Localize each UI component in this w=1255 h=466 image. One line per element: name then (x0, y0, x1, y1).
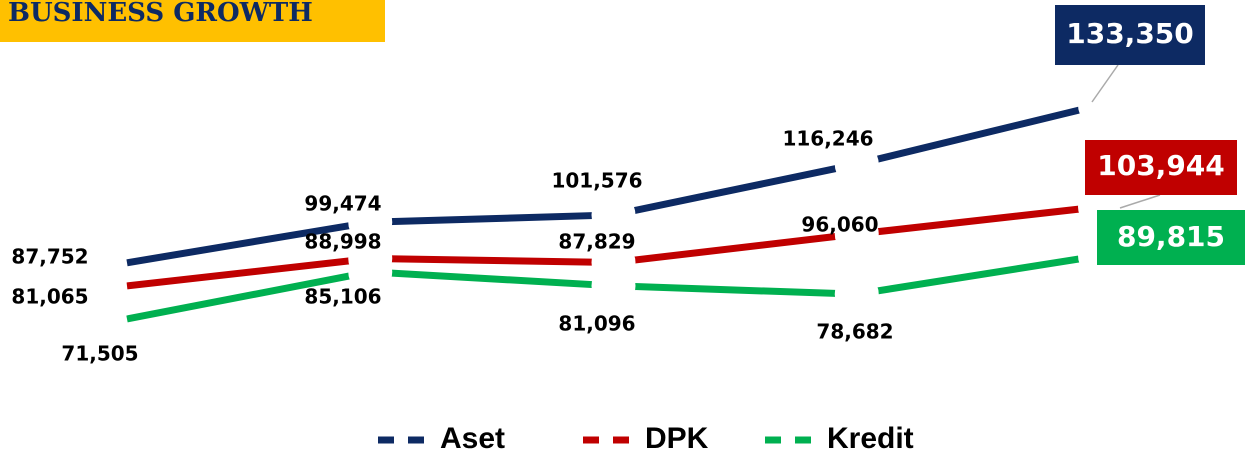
data-label: 103,944 (1097, 149, 1225, 182)
label-box (1085, 140, 1237, 195)
vertex-gap (834, 272, 879, 317)
data-label: 133,350 (1066, 17, 1194, 50)
vertex-gap (834, 142, 879, 187)
data-label: 99,474 (304, 192, 381, 216)
chart-title: BUSINESS GROWTH (8, 0, 313, 28)
data-label: 87,752 (11, 245, 88, 269)
data-label: 88,998 (304, 230, 381, 254)
data-label: 89,815 (1117, 220, 1225, 253)
data-label: 71,505 (61, 342, 138, 366)
legend-label: DPK (645, 422, 709, 455)
vertex-gap (591, 263, 636, 308)
data-label: 81,065 (11, 285, 88, 309)
data-label: 81,096 (558, 312, 635, 336)
vertex-gap (1078, 83, 1122, 127)
data-label: 85,106 (304, 285, 381, 309)
data-label: 87,829 (558, 230, 635, 254)
vertex-gap (348, 200, 393, 245)
label-box (1097, 210, 1245, 265)
label-box (1055, 5, 1205, 65)
data-label: 116,246 (782, 127, 873, 151)
data-label: 78,682 (816, 320, 893, 344)
data-label: 96,060 (801, 213, 878, 237)
title-box (0, 0, 385, 42)
vertex-gap (591, 192, 636, 237)
data-label: 101,576 (551, 169, 642, 193)
vertex-gap (348, 249, 393, 294)
legend-label: Aset (440, 422, 505, 455)
vertex-gap (834, 212, 879, 257)
leader-line (1091, 64, 1119, 103)
legend-label: Kredit (827, 422, 914, 455)
leader-line (1119, 194, 1161, 209)
